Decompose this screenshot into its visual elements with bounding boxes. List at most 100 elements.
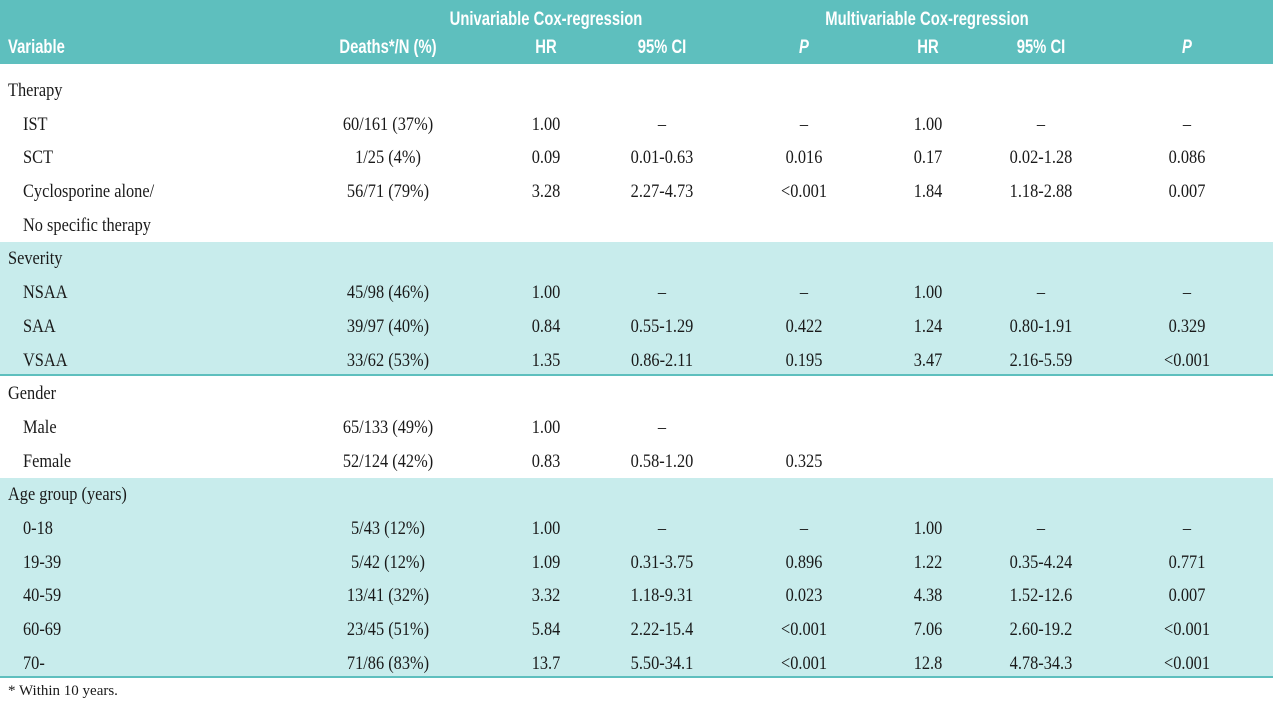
deaths-cell: 56/71 (79%) xyxy=(346,181,430,203)
table-row: 19-39 5/42 (12%) 1.09 0.31-3.75 0.896 1.22 0.3… xyxy=(0,545,1273,579)
uni-p-cell: 0.896 xyxy=(785,551,823,573)
uni-p-cell: <0.001 xyxy=(781,652,827,674)
multi-hr-cell: 1.00 xyxy=(913,517,943,539)
deaths-cell: 5/43 (12%) xyxy=(351,517,425,539)
multi-p-cell: – xyxy=(1182,282,1192,304)
multi-p-cell: 0.007 xyxy=(1168,585,1206,607)
table-row: NSAA 45/98 (46%) 1.00 – – 1.00 – – xyxy=(0,275,1273,309)
variable-label: IST xyxy=(23,113,48,135)
table-row: SAA 39/97 (40%) 0.84 0.55-1.29 0.422 1.24 0.80… xyxy=(0,309,1273,343)
variable-label: SAA xyxy=(23,315,56,337)
multi-ci-cell: 1.52-12.6 xyxy=(1009,585,1073,607)
multi-ci-cell: 2.60-19.2 xyxy=(1009,619,1073,640)
multi-hr-cell: 1.22 xyxy=(913,551,943,573)
multi-hr-cell: 1.24 xyxy=(913,315,943,337)
col-multi-ci: 95% CI xyxy=(1016,37,1066,58)
multi-p-cell: <0.001 xyxy=(1164,619,1210,640)
multi-hr-cell: 1.84 xyxy=(913,181,943,203)
variable-label: No specific therapy xyxy=(23,214,151,236)
uni-p-cell: 0.195 xyxy=(785,349,823,371)
uni-hr-cell: 3.32 xyxy=(531,585,561,607)
uni-hr-cell: 1.09 xyxy=(531,551,561,573)
uni-p-cell: – xyxy=(799,282,809,304)
uni-ci-cell: 1.18-9.31 xyxy=(630,585,694,607)
multi-ci-cell: – xyxy=(1036,113,1046,135)
uni-ci-cell: 2.27-4.73 xyxy=(630,181,694,203)
multi-hr-cell: 12.8 xyxy=(913,652,943,674)
multi-ci-cell: 0.02-1.28 xyxy=(1009,147,1073,169)
multi-p-cell: 0.329 xyxy=(1168,315,1206,337)
group-label: Age group (years) xyxy=(8,484,127,506)
multi-p-cell: 0.771 xyxy=(1168,551,1206,573)
multi-ci-cell: 2.16-5.59 xyxy=(1009,349,1073,371)
table-header: Univariable Cox-regression Multivariable… xyxy=(0,0,1273,64)
age-group-band xyxy=(0,478,1273,676)
multi-p-cell: – xyxy=(1182,113,1192,135)
multi-p-cell: <0.001 xyxy=(1164,652,1210,674)
group-label: Gender xyxy=(8,383,57,405)
uni-p-cell: <0.001 xyxy=(781,619,827,640)
multi-hr-cell: 1.00 xyxy=(913,113,943,135)
table-row: 60-69 23/45 (51%) 5.84 2.22-15.4 <0.001 7.06 2… xyxy=(0,612,1273,646)
multi-p-cell: 0.086 xyxy=(1168,147,1206,169)
variable-label: 19-39 xyxy=(23,551,62,573)
variable-label: 40-59 xyxy=(23,585,62,607)
variable-label: Male xyxy=(23,416,57,438)
group-row: Severity xyxy=(0,241,1273,275)
table-row: No specific therapy xyxy=(0,208,1273,242)
col-deaths: Deaths*/N (%) xyxy=(339,37,437,58)
uni-p-cell: 0.422 xyxy=(785,315,823,337)
uni-p-cell: 0.023 xyxy=(785,585,823,607)
uni-p-cell: – xyxy=(799,113,809,135)
uni-ci-cell: 0.58-1.20 xyxy=(630,450,694,472)
multi-ci-cell: 4.78-34.3 xyxy=(1009,652,1073,674)
variable-label: NSAA xyxy=(23,282,68,304)
univariable-heading: Univariable Cox-regression xyxy=(449,9,643,30)
table-row: 70- 71/86 (83%) 13.7 5.50-34.1 <0.001 12.8 4.7… xyxy=(0,646,1273,680)
deaths-cell: 71/86 (83%) xyxy=(346,652,430,674)
table-row: SCT 1/25 (4%) 0.09 0.01-0.63 0.016 0.17 0.02-1… xyxy=(0,140,1273,174)
multi-ci-cell: 1.18-2.88 xyxy=(1009,181,1073,203)
multi-hr-cell: 1.00 xyxy=(913,282,943,304)
uni-ci-cell: 5.50-34.1 xyxy=(630,652,694,674)
variable-label: 0-18 xyxy=(23,517,53,539)
uni-hr-cell: 0.09 xyxy=(531,147,561,169)
multi-hr-cell: 7.06 xyxy=(913,619,943,640)
uni-hr-cell: 0.84 xyxy=(531,315,561,337)
uni-ci-cell: – xyxy=(657,113,667,135)
multi-hr-cell: 3.47 xyxy=(913,349,943,371)
deaths-cell: 33/62 (53%) xyxy=(346,349,430,371)
group-label: Therapy xyxy=(8,80,63,101)
col-uni-ci: 95% CI xyxy=(637,37,687,58)
variable-label: 70- xyxy=(23,652,45,674)
deaths-cell: 5/42 (12%) xyxy=(351,551,425,573)
uni-hr-cell: 5.84 xyxy=(531,619,561,640)
deaths-cell: 52/124 (42%) xyxy=(342,450,434,472)
variable-label: SCT xyxy=(23,147,53,169)
uni-hr-cell: 1.00 xyxy=(531,416,561,438)
table-row: 40-59 13/41 (32%) 3.32 1.18-9.31 0.023 4.38 1.… xyxy=(0,578,1273,612)
deaths-cell: 65/133 (49%) xyxy=(342,416,434,438)
section-divider xyxy=(0,374,1273,376)
footnote: * Within 10 years. xyxy=(8,683,118,699)
table-row: Male 65/133 (49%) 1.00 – xyxy=(0,410,1273,444)
uni-hr-cell: 1.35 xyxy=(531,349,561,371)
table-row: Female 52/124 (42%) 0.83 0.58-1.20 0.325 xyxy=(0,444,1273,478)
uni-p-cell: – xyxy=(799,517,809,539)
uni-ci-cell: 2.22-15.4 xyxy=(630,619,694,640)
table-row: VSAA 33/62 (53%) 1.35 0.86-2.11 0.195 3.47 2.1… xyxy=(0,343,1273,377)
table-row: Cyclosporine alone/56/71 (79%) 3.28 2.27-4… xyxy=(0,174,1273,208)
group-row: Gender xyxy=(0,376,1273,410)
table-row: IST 60/161 (37%) 1.00 – – 1.00 – – xyxy=(0,107,1273,141)
col-uni-p: P xyxy=(799,37,809,58)
deaths-cell: 60/161 (37%) xyxy=(342,113,434,135)
variable-label: VSAA xyxy=(23,349,68,371)
uni-p-cell: 0.325 xyxy=(785,450,823,472)
col-multi-p: P xyxy=(1182,37,1192,58)
uni-ci-cell: 0.01-0.63 xyxy=(630,147,694,169)
multi-hr-cell: 0.17 xyxy=(913,147,943,169)
uni-ci-cell: 0.86-2.11 xyxy=(630,349,694,371)
uni-hr-cell: 3.28 xyxy=(531,181,561,203)
deaths-cell: 23/45 (51%) xyxy=(346,619,430,640)
uni-hr-cell: 13.7 xyxy=(531,652,561,674)
